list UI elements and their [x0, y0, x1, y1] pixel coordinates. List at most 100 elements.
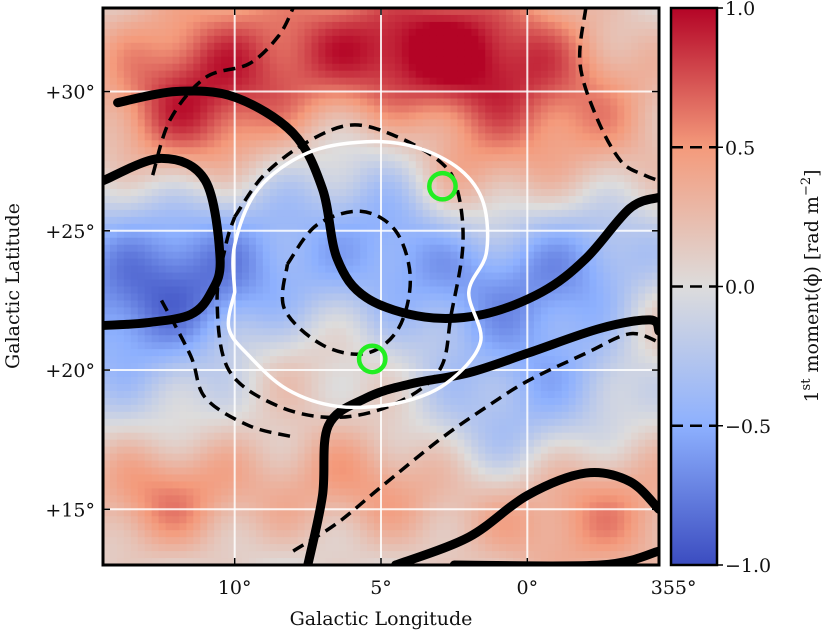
heatmap-cell — [200, 133, 208, 141]
heatmap-cell — [318, 279, 326, 288]
heatmap-cell — [506, 516, 514, 524]
heatmap-cell — [450, 279, 459, 288]
heatmap-cell — [130, 63, 139, 72]
heatmap-cell — [144, 195, 153, 204]
heatmap-cell — [422, 509, 431, 517]
heatmap-cell — [228, 328, 236, 336]
heatmap-cell — [151, 300, 160, 308]
heatmap-cell — [464, 307, 472, 315]
heatmap-cell — [367, 119, 375, 127]
heatmap-cell — [214, 126, 222, 134]
heatmap-cell — [367, 425, 375, 434]
heatmap-cell — [103, 523, 111, 531]
heatmap-cell — [123, 126, 132, 134]
heatmap-cell — [186, 551, 194, 559]
heatmap-cell — [520, 161, 528, 169]
heatmap-cell — [520, 14, 528, 23]
heatmap-cell — [506, 335, 514, 343]
heatmap-cell — [276, 223, 285, 232]
heatmap-cell — [262, 439, 271, 448]
heatmap-cell — [151, 411, 160, 420]
heatmap-cell — [262, 453, 271, 462]
heatmap-cell — [408, 488, 417, 496]
heatmap-cell — [123, 342, 132, 350]
heatmap-cell — [471, 383, 479, 392]
heatmap-cell — [401, 544, 410, 552]
heatmap-cell — [533, 112, 542, 120]
heatmap-cell — [276, 439, 285, 448]
heatmap-cell — [415, 488, 424, 496]
heatmap-cell — [422, 28, 431, 37]
heatmap-cell — [242, 488, 250, 496]
heatmap-cell — [332, 98, 340, 107]
heatmap-cell — [283, 377, 292, 385]
heatmap-cell — [492, 126, 500, 134]
heatmap-cell — [193, 49, 201, 58]
heatmap-cell — [158, 397, 167, 406]
heatmap-cell — [526, 265, 535, 274]
heatmap-cell — [387, 439, 396, 448]
heatmap-cell — [520, 418, 528, 427]
heatmap-cell — [103, 147, 111, 155]
heatmap-cell — [103, 42, 111, 51]
heatmap-cell — [269, 258, 278, 267]
heatmap-cell — [103, 56, 111, 65]
heatmap-cell — [200, 223, 208, 232]
heatmap-cell — [325, 35, 333, 44]
heatmap-cell — [103, 154, 111, 162]
heatmap-cell — [130, 251, 139, 260]
heatmap-cell — [387, 495, 396, 503]
heatmap-cell — [485, 70, 493, 79]
heatmap-cell — [186, 77, 194, 86]
heatmap-cell — [506, 370, 514, 378]
heatmap-cell — [172, 265, 181, 274]
heatmap-cell — [228, 209, 236, 218]
heatmap-cell — [123, 314, 132, 322]
heatmap-cell — [353, 307, 361, 315]
heatmap-cell — [200, 63, 208, 72]
heatmap-cell — [304, 425, 313, 434]
heatmap-cell — [318, 258, 326, 267]
heatmap-cell — [255, 558, 264, 565]
heatmap-cell — [172, 411, 181, 420]
heatmap-cell — [485, 251, 493, 260]
heatmap-cell — [109, 286, 118, 295]
heatmap-cell — [485, 404, 493, 413]
heatmap-cell — [415, 446, 424, 455]
heatmap-cell — [394, 523, 403, 531]
heatmap-cell — [422, 474, 431, 483]
heatmap-cell — [401, 474, 410, 483]
heatmap-cell — [186, 377, 194, 385]
heatmap-cell — [408, 237, 417, 246]
heatmap-cell — [235, 140, 243, 148]
map-panel — [103, 8, 659, 565]
heatmap-cell — [109, 558, 118, 565]
heatmap-cell — [137, 439, 146, 448]
heatmap-cell — [283, 314, 292, 322]
heatmap-cell — [242, 168, 250, 176]
heatmap-cell — [325, 474, 333, 483]
heatmap-cell — [242, 509, 250, 517]
heatmap-cell — [422, 119, 431, 127]
heatmap-cell — [193, 314, 201, 322]
heatmap-cell — [193, 530, 201, 538]
heatmap-cell — [401, 63, 410, 72]
heatmap-cell — [269, 175, 278, 183]
heatmap-cell — [311, 453, 320, 462]
heatmap-cell — [471, 49, 479, 58]
heatmap-cell — [332, 279, 340, 288]
heatmap-cell — [158, 258, 167, 267]
heatmap-cell — [151, 342, 160, 350]
heatmap-cell — [186, 154, 194, 162]
heatmap-cell — [318, 544, 326, 552]
heatmap-cell — [144, 209, 153, 218]
heatmap-cell — [255, 523, 264, 531]
heatmap-cell — [103, 460, 111, 469]
heatmap-cell — [304, 209, 313, 218]
heatmap-cell — [144, 286, 153, 295]
heatmap-cell — [429, 425, 438, 434]
heatmap-cell — [346, 8, 354, 16]
heatmap-cell — [276, 161, 285, 169]
heatmap-cell — [130, 21, 139, 30]
heatmap-cell — [311, 42, 320, 51]
